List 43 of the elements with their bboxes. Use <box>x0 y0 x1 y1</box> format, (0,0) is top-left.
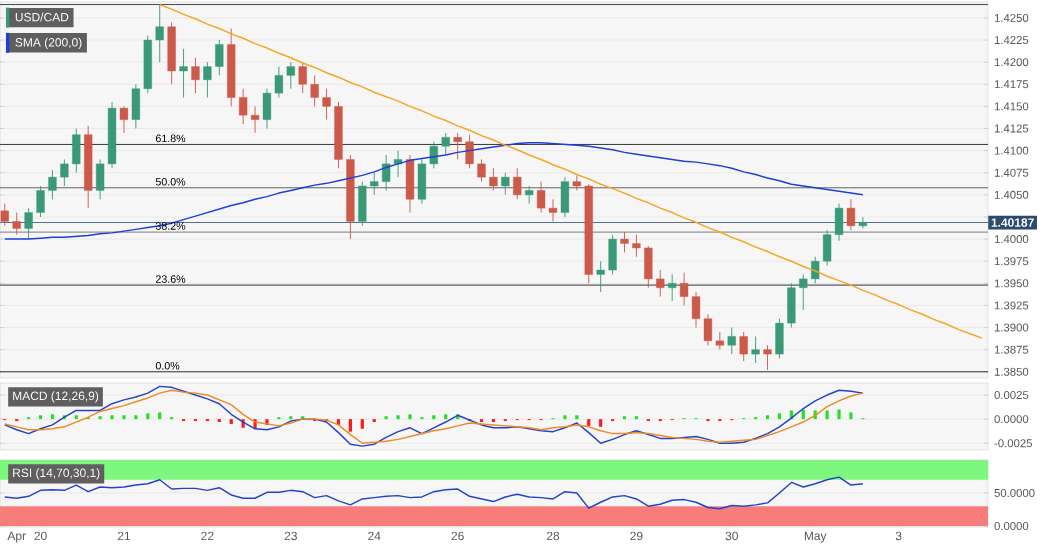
y-tick-label: 1.4000 <box>994 235 1029 244</box>
legend-label: USD/CAD <box>15 12 69 22</box>
ref-line-label: 1.40187 <box>991 218 1034 227</box>
text: MACD (12,26,9) <box>13 391 99 403</box>
y-tick-label: 1.4075 <box>994 168 1029 177</box>
y-tick-label: 1.3900 <box>994 323 1029 332</box>
legend-label: SMA (200,0) <box>15 37 82 49</box>
y-tick-label: 1.3850 <box>994 367 1029 376</box>
text: RSI (14,70,30,1) <box>13 468 100 480</box>
x-tick-label: 30 <box>725 531 738 541</box>
x-tick-label: 29 <box>630 531 643 541</box>
x-tick-label: Apr <box>7 531 26 543</box>
y-tick-label: 1.3950 <box>994 279 1029 288</box>
y-tick-label: 1.4200 <box>994 58 1029 67</box>
x-tick-label: 26 <box>451 531 464 541</box>
y-tick-label: 1.4225 <box>994 36 1029 45</box>
x-tick-label: 23 <box>284 531 297 541</box>
y-tick-label: 50.0000 <box>994 488 1035 497</box>
y-tick-label: 1.3875 <box>994 345 1029 354</box>
y-tick-label: 0.0000 <box>994 521 1029 530</box>
x-tick-label: 3 <box>895 531 902 541</box>
y-tick-label: 1.3975 <box>994 257 1029 266</box>
y-tick-label: 1.4050 <box>994 190 1029 199</box>
x-tick-label: 28 <box>546 531 560 541</box>
x-tick-label: 24 <box>368 531 381 541</box>
x-tick-label: 22 <box>201 531 214 541</box>
y-tick-label: -0.0025 <box>994 439 1033 448</box>
annotation: 0.0% <box>155 361 180 370</box>
annotation: 50.0% <box>155 177 186 186</box>
y-tick-label: 1.4250 <box>994 13 1029 22</box>
x-tick-label: May <box>804 531 827 543</box>
annotation: 23.6% <box>155 275 186 283</box>
y-tick-label: 1.3925 <box>994 301 1029 310</box>
y-tick-label: 1.4175 <box>994 80 1029 89</box>
x-tick-label: 21 <box>117 531 131 541</box>
x-tick-label: 20 <box>34 531 47 541</box>
y-tick-label: 1.4125 <box>994 124 1029 133</box>
y-tick-label: 0.0000 <box>994 415 1029 424</box>
y-tick-label: 0.0025 <box>994 391 1029 400</box>
y-tick-label: 1.4100 <box>994 146 1029 155</box>
y-tick-label: 1.4150 <box>994 102 1029 111</box>
annotation: 38.2% <box>155 222 186 230</box>
annotation: 61.8% <box>155 134 186 143</box>
